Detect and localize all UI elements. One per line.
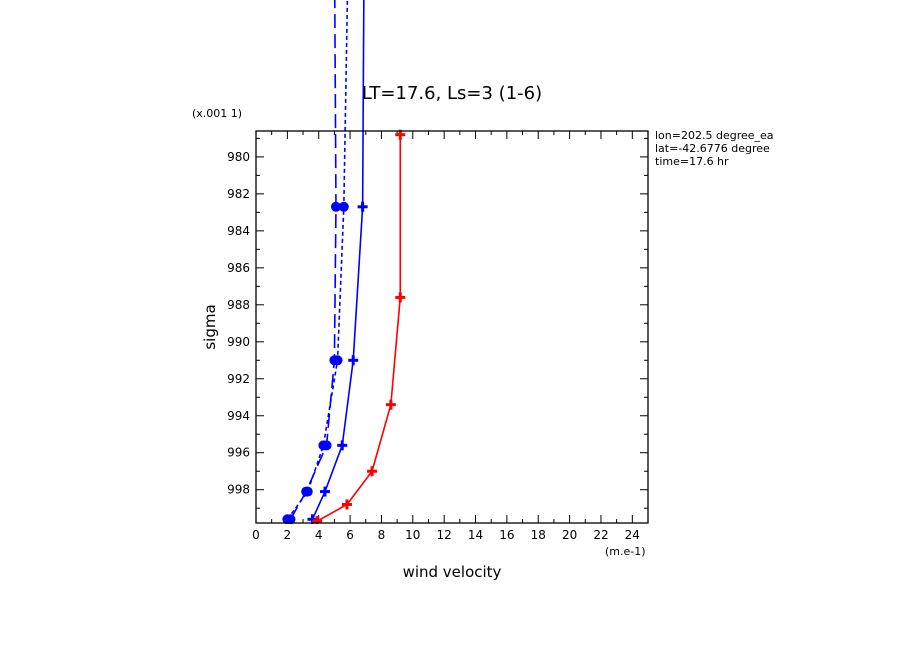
annotation-block: lon=202.5 degree_ea lat=-42.6776 degree … [655, 129, 774, 168]
x-tick-label: 16 [499, 528, 514, 542]
series-1 [285, 0, 341, 524]
series-3 [307, 0, 368, 524]
y-scale-label: (x.001 1) [192, 107, 242, 120]
y-tick-label: 990 [227, 335, 250, 349]
data-point [337, 440, 348, 451]
data-point [282, 514, 293, 524]
x-tick-label: 6 [346, 528, 354, 542]
x-axis-ticks: 0 2 4 6 8 10 12 14 16 18 20 22 24 [252, 131, 649, 542]
y-tick-label: 994 [227, 409, 250, 423]
data-point [312, 516, 323, 524]
x-tick-label: 22 [593, 528, 608, 542]
y-tick-label: 992 [227, 372, 250, 386]
y-axis-ticks: 980 982 984 986 988 990 992 994 996 998 [227, 137, 648, 509]
x-tick-label: 24 [625, 528, 640, 542]
x-scale-label: (m.e-1) [605, 545, 646, 558]
data-point [348, 355, 359, 366]
data-point [341, 499, 352, 510]
data-point [302, 486, 313, 497]
y-axis-label: sigma [201, 304, 219, 349]
y-tick-label: 996 [227, 446, 250, 460]
data-point [357, 201, 368, 212]
series-line [286, 0, 349, 520]
data-point [319, 486, 330, 497]
y-tick-label: 998 [227, 483, 250, 497]
data-point [330, 201, 341, 212]
x-tick-label: 4 [315, 528, 323, 542]
data-point [338, 201, 349, 212]
data-point [395, 292, 406, 303]
data-point [332, 355, 343, 366]
x-tick-label: 20 [562, 528, 577, 542]
y-tick-label: 980 [227, 150, 250, 164]
x-tick-label: 8 [378, 528, 386, 542]
data-point [385, 399, 396, 410]
data-point [367, 466, 378, 477]
annotation-lat: lat=-42.6776 degree [655, 142, 770, 155]
data-point [318, 440, 329, 451]
series-4 [312, 129, 406, 524]
series-2 [282, 0, 349, 524]
y-tick-label: 988 [227, 298, 250, 312]
y-tick-label: 986 [227, 261, 250, 275]
plot-frame [255, 130, 649, 524]
series-line [316, 134, 402, 522]
series-layer [282, 0, 406, 524]
x-tick-label: 2 [284, 528, 292, 542]
y-tick-label: 984 [227, 224, 250, 238]
x-tick-label: 12 [437, 528, 452, 542]
series-line [311, 0, 365, 520]
y-tick-label: 982 [227, 187, 250, 201]
x-tick-label: 14 [468, 528, 483, 542]
x-tick-label: 0 [252, 528, 260, 542]
chart-title: LT=17.6, Ls=3 (1-6) [362, 83, 542, 104]
annotation-time: time=17.6 hr [655, 155, 729, 168]
annotation-lon: lon=202.5 degree_ea [655, 129, 774, 142]
x-axis-label: wind velocity [403, 563, 502, 581]
x-tick-label: 10 [405, 528, 420, 542]
x-tick-label: 18 [531, 528, 546, 542]
